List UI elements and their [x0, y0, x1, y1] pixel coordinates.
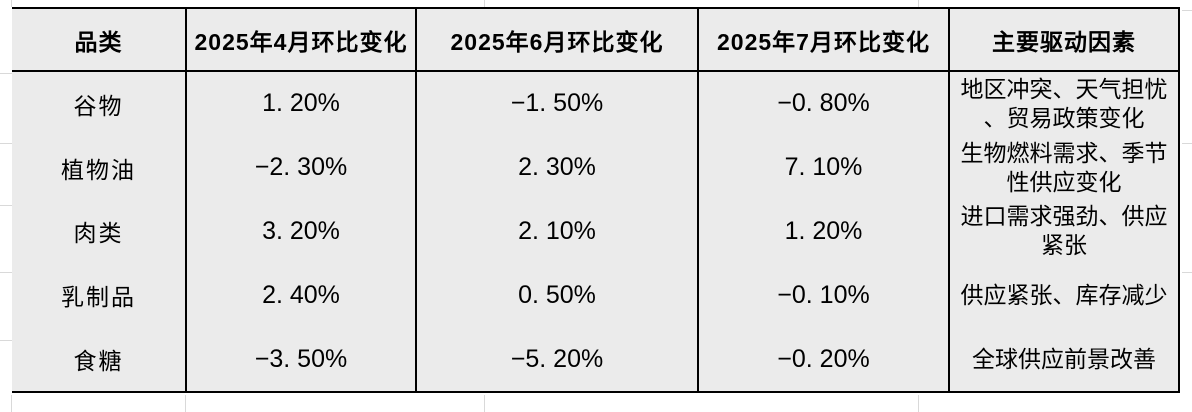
cell-category[interactable]: 谷物 [73, 92, 124, 119]
sheet-gridline [1182, 272, 1192, 273]
sheet-gridline [0, 340, 12, 341]
cell-category[interactable]: 植物油 [61, 156, 136, 183]
driver-line: 紧张 [1041, 232, 1087, 259]
sheet-gridline [918, 0, 919, 7]
sheet-gridline [11, 0, 12, 7]
cell-apr-change[interactable]: 3. 20% [185, 199, 415, 264]
cell-apr-change[interactable]: 1. 20% [185, 72, 415, 136]
cell-apr-change[interactable]: −3. 50% [185, 327, 415, 391]
sheet-gridline [918, 395, 919, 412]
sheet-gridline [0, 205, 12, 206]
cell-category[interactable]: 食糖 [73, 348, 124, 375]
cell-drivers[interactable]: 全球供应前景改善 [948, 327, 1178, 391]
cell-jul-change[interactable]: −0. 10% [697, 263, 948, 328]
sheet-gridline [1182, 143, 1192, 144]
cell-jul-change[interactable]: −0. 20% [697, 327, 948, 391]
driver-line: 供应紧张、库存减少 [960, 281, 1168, 308]
driver-line: 、贸易政策变化 [983, 104, 1145, 131]
cell-drivers[interactable]: 进口需求强劲、供应 紧张 [948, 199, 1178, 264]
header-cell-apr-2025[interactable]: 2025年4月环比变化 [185, 9, 415, 72]
cell-category[interactable]: 乳制品 [61, 284, 136, 311]
driver-line: 生物燃料需求、季节 [960, 139, 1168, 166]
header-cell-drivers[interactable]: 主要驱动因素 [948, 9, 1178, 72]
cell-apr-change[interactable]: −2. 30% [185, 135, 415, 200]
header-cell-jul-2025[interactable]: 2025年7月环比变化 [697, 9, 948, 72]
cell-drivers[interactable]: 供应紧张、库存减少 [948, 263, 1178, 328]
driver-line: 性供应变化 [1006, 168, 1122, 195]
sheet-gridline [1182, 10, 1192, 11]
sheet-gridline [11, 395, 12, 412]
sheet-gridline [0, 143, 12, 144]
cell-category[interactable]: 肉类 [73, 220, 124, 247]
cell-jul-change[interactable]: −0. 80% [697, 72, 948, 136]
driver-line: 全球供应前景改善 [972, 345, 1156, 372]
cell-jun-change[interactable]: 2. 30% [415, 135, 697, 200]
driver-line: 进口需求强劲、供应 [960, 203, 1168, 230]
driver-line: 地区冲突、天气担忧 [960, 75, 1168, 102]
price-change-table: 品类 2025年4月环比变化 2025年6月环比变化 2025年7月环比变化 主… [12, 7, 1180, 393]
header-cell-jun-2025[interactable]: 2025年6月环比变化 [415, 9, 697, 72]
cell-jul-change[interactable]: 7. 10% [697, 135, 948, 200]
cell-apr-change[interactable]: 2. 40% [185, 263, 415, 328]
sheet-gridline [0, 73, 12, 74]
cell-drivers[interactable]: 地区冲突、天气担忧 、贸易政策变化 [948, 72, 1178, 136]
cell-jun-change[interactable]: −5. 20% [415, 327, 697, 391]
cell-jun-change[interactable]: −1. 50% [415, 72, 697, 136]
cell-jul-change[interactable]: 1. 20% [697, 199, 948, 264]
sheet-gridline [185, 395, 186, 412]
cell-drivers[interactable]: 生物燃料需求、季节 性供应变化 [948, 135, 1178, 200]
cell-jun-change[interactable]: 2. 10% [415, 199, 697, 264]
sheet-gridline [484, 395, 485, 412]
sheet-gridline [484, 0, 485, 7]
header-cell-category[interactable]: 品类 [12, 9, 185, 72]
cell-jun-change[interactable]: 0. 50% [415, 263, 697, 328]
sheet-gridline [0, 272, 12, 273]
